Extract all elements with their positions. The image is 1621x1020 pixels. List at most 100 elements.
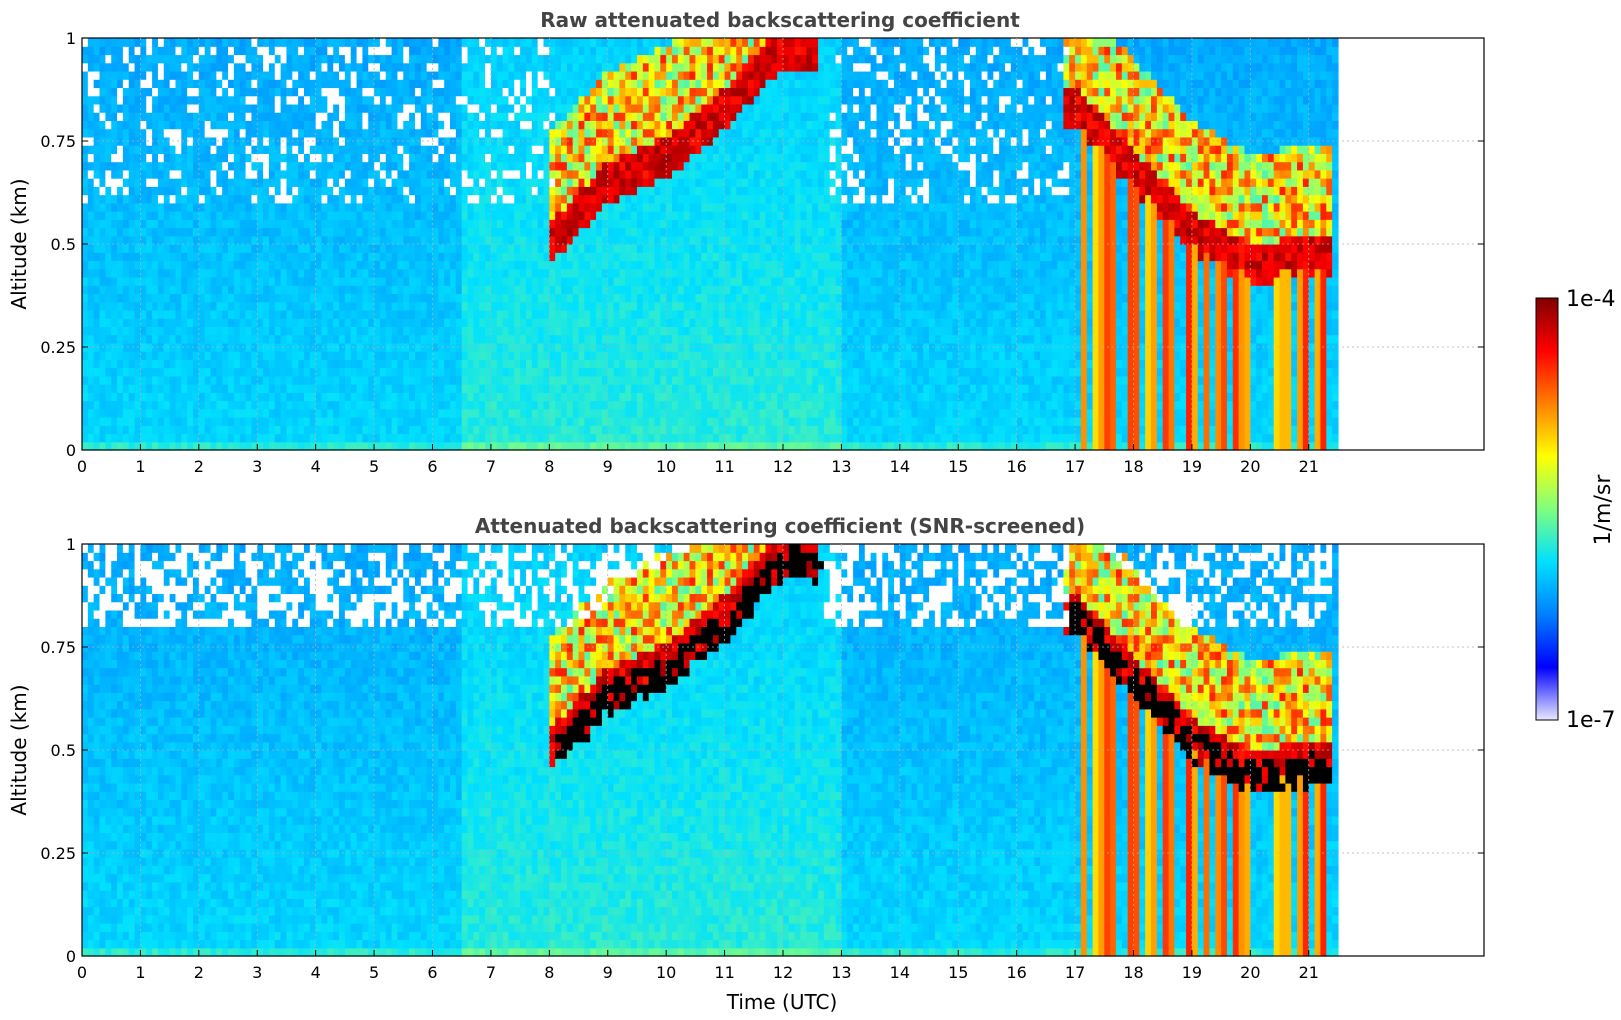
heatmap-cell: [87, 359, 95, 369]
heatmap-cell: [508, 433, 515, 443]
heatmap-cell: [321, 342, 328, 352]
heatmap-cell: [479, 112, 486, 121]
heatmap-cell: [339, 161, 346, 171]
heatmap-cell: [461, 178, 469, 187]
heatmap-cell: [198, 408, 206, 418]
heatmap-cell: [210, 128, 217, 138]
heatmap-cell: [631, 103, 638, 113]
heatmap-cell: [607, 194, 615, 204]
heatmap-cell: [596, 293, 603, 303]
heatmap-cell: [660, 293, 667, 303]
heatmap-cell: [531, 62, 539, 72]
heatmap-cell: [374, 87, 381, 97]
heatmap-cell: [636, 334, 644, 344]
heatmap-cell: [420, 70, 428, 80]
heatmap-cell: [333, 79, 340, 89]
heatmap-cell: [111, 136, 118, 146]
heatmap-cell: [327, 309, 334, 319]
heatmap-cell: [514, 408, 521, 418]
heatmap-cell: [268, 54, 276, 64]
heatmap-cell: [245, 79, 253, 89]
heatmap-cell: [146, 178, 153, 187]
heatmap-cell: [163, 186, 171, 196]
heatmap-cell: [508, 120, 515, 130]
heatmap-cell: [496, 103, 504, 113]
heatmap-cell: [286, 359, 293, 369]
heatmap-cell: [356, 145, 363, 154]
heatmap-cell: [403, 433, 410, 443]
heatmap-cell: [233, 87, 241, 97]
heatmap-cell: [584, 244, 591, 253]
heatmap-cell: [479, 268, 486, 278]
heatmap-cell: [216, 153, 223, 163]
heatmap-cell: [601, 244, 609, 253]
heatmap-cell: [175, 276, 182, 286]
heatmap-cell: [619, 359, 626, 369]
heatmap-cell: [531, 285, 539, 295]
heatmap-cell: [292, 186, 299, 196]
heatmap-cell: [444, 112, 451, 121]
heatmap-cell: [613, 244, 621, 253]
heatmap-cell: [181, 79, 188, 89]
heatmap-cell: [298, 128, 305, 138]
heatmap-cell: [368, 252, 375, 262]
heatmap-cell: [379, 375, 387, 385]
heatmap-cell: [204, 202, 212, 212]
heatmap-cell: [496, 293, 504, 303]
heatmap-cell: [391, 408, 399, 418]
heatmap-cell: [292, 169, 299, 179]
heatmap-cell: [286, 318, 293, 327]
heatmap-cell: [642, 136, 650, 146]
heatmap-cell: [490, 441, 498, 451]
heatmap-cell: [146, 136, 153, 146]
heatmap-cell: [362, 202, 369, 212]
heatmap-cell: [508, 375, 515, 385]
heatmap-cell: [444, 392, 451, 402]
heatmap-cell: [625, 441, 632, 451]
heatmap-cell: [619, 318, 626, 327]
heatmap-cell: [485, 169, 492, 179]
heatmap-cell: [263, 219, 270, 229]
heatmap-cell: [496, 359, 504, 369]
heatmap-cell: [175, 268, 182, 278]
heatmap-cell: [216, 359, 223, 369]
heatmap-cell: [490, 202, 498, 212]
heatmap-cell: [350, 70, 358, 80]
heatmap-cell: [146, 103, 153, 113]
heatmap-cell: [146, 54, 153, 64]
heatmap-cell: [128, 244, 136, 253]
heatmap-cell: [263, 318, 270, 327]
heatmap-cell: [467, 112, 474, 121]
heatmap-cell: [117, 276, 124, 286]
heatmap-cell: [572, 276, 580, 286]
heatmap-cell: [537, 309, 545, 319]
heatmap-cell: [607, 38, 615, 47]
heatmap-cell: [233, 400, 241, 410]
heatmap-cell: [485, 194, 492, 204]
heatmap-cell: [502, 227, 510, 237]
heatmap-cell: [660, 318, 667, 327]
heatmap-cell: [514, 285, 521, 295]
heatmap-cell: [619, 178, 626, 187]
heatmap-cell: [210, 95, 217, 105]
heatmap-cell: [590, 46, 597, 56]
heatmap-cell: [549, 161, 556, 171]
heatmap-cell: [286, 384, 293, 393]
heatmap-cell: [596, 46, 603, 56]
heatmap-cell: [555, 334, 562, 344]
heatmap-cell: [379, 178, 387, 187]
heatmap-cell: [303, 392, 311, 402]
heatmap-cell: [274, 120, 282, 130]
heatmap-cell: [561, 433, 568, 443]
heatmap-cell: [531, 70, 539, 80]
heatmap-cell: [99, 408, 106, 418]
heatmap-cell: [543, 252, 550, 262]
heatmap-cell: [157, 268, 165, 278]
heatmap-cell: [321, 153, 328, 163]
heatmap-cell: [490, 334, 498, 344]
heatmap-cell: [601, 136, 609, 146]
heatmap-cell: [175, 46, 182, 56]
heatmap-cell: [140, 178, 147, 187]
heatmap-cell: [93, 136, 101, 146]
heatmap-cell: [537, 79, 545, 89]
